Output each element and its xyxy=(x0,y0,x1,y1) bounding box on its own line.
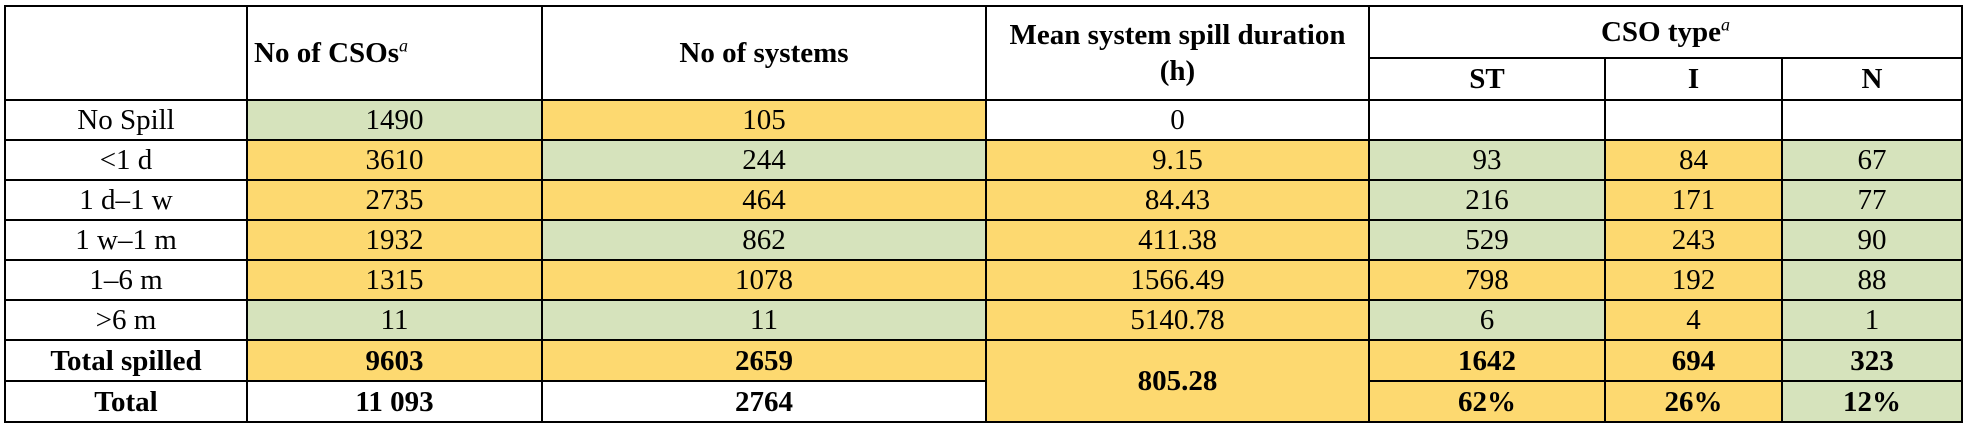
cell-n: 323 xyxy=(1781,339,1963,382)
cell-st: 1642 xyxy=(1368,339,1606,382)
cell-n: 77 xyxy=(1781,179,1963,221)
cell-systems: 2764 xyxy=(541,380,987,423)
cell-csos: 3610 xyxy=(246,139,543,181)
cell-csos: 1315 xyxy=(246,259,543,301)
row-label: 1–6 m xyxy=(4,259,248,301)
cell-mean-total: 805.28 xyxy=(985,339,1370,423)
cell-csos: 1490 xyxy=(246,99,543,141)
header-empty-cell xyxy=(4,5,248,101)
table-container: No of CSOsa No of systems Mean system sp… xyxy=(4,5,1963,423)
cell-systems: 1078 xyxy=(541,259,987,301)
row-label: Total spilled xyxy=(4,339,248,382)
cell-systems: 862 xyxy=(541,219,987,261)
cell-i: 694 xyxy=(1604,339,1783,382)
cell-mean: 9.15 xyxy=(985,139,1370,181)
cell-i: 84 xyxy=(1604,139,1783,181)
cell-csos: 1932 xyxy=(246,219,543,261)
table-row: 1 d–1 w 2735 464 84.43 216 171 77 xyxy=(4,179,1963,221)
cell-st: 529 xyxy=(1368,219,1606,261)
cell-i-percent: 26% xyxy=(1604,380,1783,423)
cell-i: 171 xyxy=(1604,179,1783,221)
row-label: 1 d–1 w xyxy=(4,179,248,221)
cell-systems: 105 xyxy=(541,99,987,141)
table-row: 1–6 m 1315 1078 1566.49 798 192 88 xyxy=(4,259,1963,301)
cell-st: 216 xyxy=(1368,179,1606,221)
cell-mean: 0 xyxy=(985,99,1370,141)
table-row: >6 m 11 11 5140.78 6 4 1 xyxy=(4,299,1963,341)
row-label: No Spill xyxy=(4,99,248,141)
header-mean-spill-duration: Mean system spill duration (h) xyxy=(985,5,1370,101)
cell-st-percent: 62% xyxy=(1368,380,1606,423)
header-no-csos: No of CSOsa xyxy=(246,5,543,101)
cell-mean: 411.38 xyxy=(985,219,1370,261)
footnote-marker: a xyxy=(1721,14,1731,35)
cell-i: 243 xyxy=(1604,219,1783,261)
header-i: I xyxy=(1604,57,1783,101)
row-label: <1 d xyxy=(4,139,248,181)
cell-mean: 1566.49 xyxy=(985,259,1370,301)
header-cso-type: CSO typea xyxy=(1368,5,1963,59)
table-row: <1 d 3610 244 9.15 93 84 67 xyxy=(4,139,1963,181)
cell-st xyxy=(1368,99,1606,141)
total-row: Total 11 093 2764 62% 26% 12% xyxy=(4,380,1963,423)
cell-csos: 11 093 xyxy=(246,380,543,423)
cell-systems: 244 xyxy=(541,139,987,181)
cell-csos: 2735 xyxy=(246,179,543,221)
row-label: >6 m xyxy=(4,299,248,341)
cell-systems: 2659 xyxy=(541,339,987,382)
cell-n: 90 xyxy=(1781,219,1963,261)
row-label: 1 w–1 m xyxy=(4,219,248,261)
header-n: N xyxy=(1781,57,1963,101)
table-row: No Spill 1490 105 0 xyxy=(4,99,1963,141)
header-no-systems: No of systems xyxy=(541,5,987,101)
footnote-marker: a xyxy=(399,35,409,56)
cell-i xyxy=(1604,99,1783,141)
cell-systems: 464 xyxy=(541,179,987,221)
cell-i: 192 xyxy=(1604,259,1783,301)
cell-n-percent: 12% xyxy=(1781,380,1963,423)
cell-n: 88 xyxy=(1781,259,1963,301)
row-label: Total xyxy=(4,380,248,423)
table-row: 1 w–1 m 1932 862 411.38 529 243 90 xyxy=(4,219,1963,261)
cell-n: 1 xyxy=(1781,299,1963,341)
cell-n xyxy=(1781,99,1963,141)
cell-csos: 9603 xyxy=(246,339,543,382)
cell-mean: 5140.78 xyxy=(985,299,1370,341)
cell-csos: 11 xyxy=(246,299,543,341)
cell-st: 798 xyxy=(1368,259,1606,301)
cell-st: 6 xyxy=(1368,299,1606,341)
cell-n: 67 xyxy=(1781,139,1963,181)
total-spilled-row: Total spilled 9603 2659 805.28 1642 694 … xyxy=(4,339,1963,423)
cell-systems: 11 xyxy=(541,299,987,341)
cso-spill-table: No of CSOsa No of systems Mean system sp… xyxy=(4,5,1963,423)
cell-mean: 84.43 xyxy=(985,179,1370,221)
cell-i: 4 xyxy=(1604,299,1783,341)
cell-st: 93 xyxy=(1368,139,1606,181)
header-st: ST xyxy=(1368,57,1606,101)
